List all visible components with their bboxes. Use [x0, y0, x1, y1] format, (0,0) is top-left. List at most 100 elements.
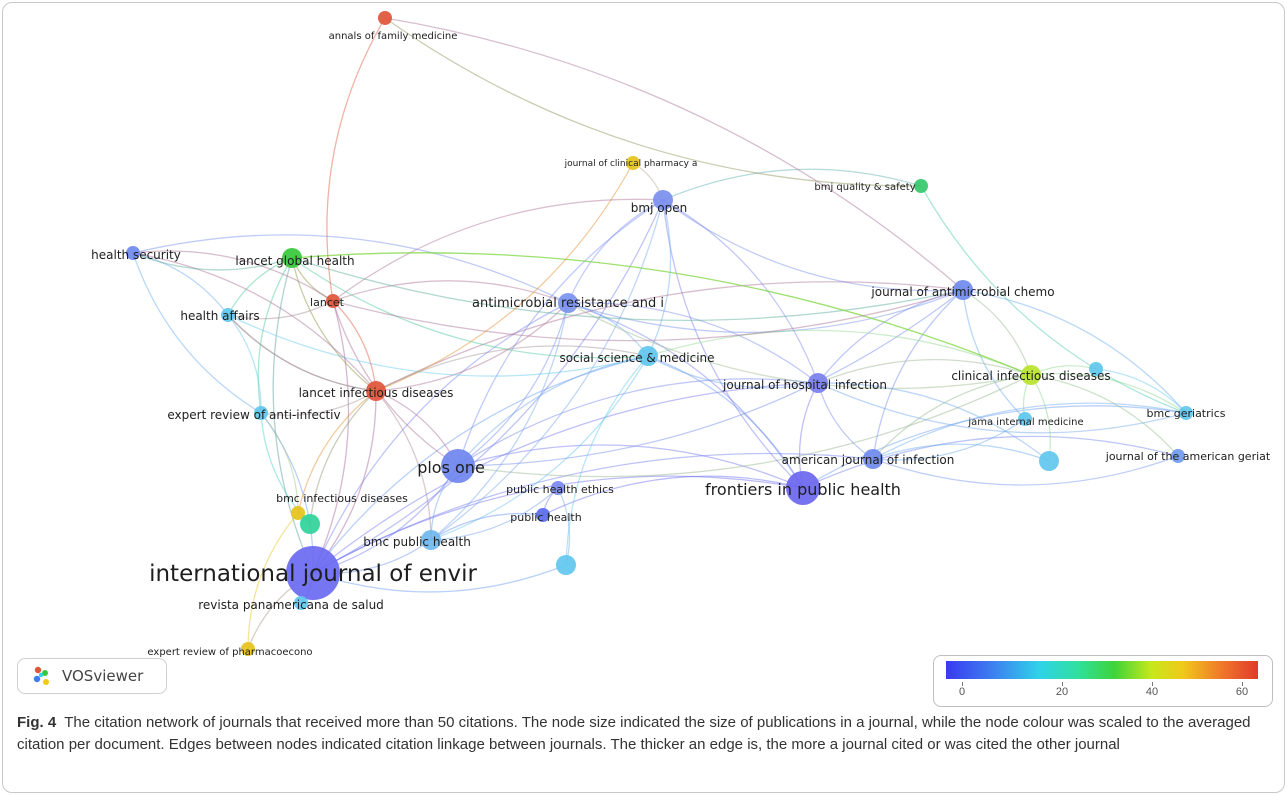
citation-edge — [291, 252, 1032, 376]
journal-node-jhi[interactable] — [808, 373, 828, 393]
journal-node-erp[interactable] — [241, 642, 255, 656]
journal-node-u3[interactable] — [300, 514, 320, 534]
citation-edge — [291, 257, 964, 322]
legend-label-60: 60 — [1235, 686, 1249, 698]
citation-edge — [332, 280, 569, 304]
citation-edge — [430, 355, 649, 541]
journal-label-jim: jama internal medicine — [967, 417, 1083, 428]
citation-edge — [542, 475, 804, 516]
citation-edge — [312, 564, 567, 593]
journal-node-jags[interactable] — [1171, 449, 1185, 463]
journal-node-jcp[interactable] — [626, 156, 640, 170]
journal-node-bmjopen[interactable] — [653, 190, 673, 210]
color-scale-legend: 0 20 40 60 — [933, 655, 1273, 707]
journal-label-ije: international journal of envir — [149, 561, 477, 587]
citation-edge — [291, 257, 649, 359]
citation-edge — [567, 302, 1032, 390]
citation-edge — [567, 302, 804, 489]
vosviewer-logo: VOSviewer — [17, 658, 167, 694]
journal-node-hs[interactable] — [126, 246, 140, 260]
journal-node-u1[interactable] — [556, 555, 576, 575]
journal-node-u4[interactable] — [1089, 362, 1103, 376]
journal-node-ant[interactable] — [558, 293, 578, 313]
legend-tick — [1242, 682, 1243, 686]
citation-edge — [962, 289, 1026, 420]
citation-edge — [567, 199, 664, 304]
journal-label-lancet: lancet — [310, 296, 345, 309]
journal-label-ha: health affairs — [180, 309, 259, 323]
journal-node-ije[interactable] — [286, 546, 340, 600]
journal-node-bmcg[interactable] — [1179, 406, 1193, 420]
citation-edge — [647, 329, 1032, 376]
journal-node-jac[interactable] — [953, 280, 973, 300]
citation-edge — [662, 168, 922, 201]
journal-node-bmcid[interactable] — [291, 506, 305, 520]
journal-label-afm: annals of family medicine — [329, 31, 458, 42]
journal-node-lgh[interactable] — [282, 248, 302, 268]
journal-node-ph[interactable] — [536, 508, 550, 522]
citation-edge — [375, 345, 649, 392]
journal-label-ssm: social science & medicine — [559, 351, 714, 365]
journal-node-rps[interactable] — [294, 596, 308, 610]
citation-edge — [872, 443, 1050, 462]
journal-node-plos[interactable] — [441, 449, 475, 483]
citation-edge — [312, 302, 569, 574]
caption-label: Fig. 4 — [17, 714, 57, 731]
legend-label-0: 0 — [958, 686, 966, 698]
citation-edge — [430, 302, 569, 541]
citation-edge — [257, 257, 293, 414]
journal-node-ssm[interactable] — [638, 346, 658, 366]
journal-node-bmjqs[interactable] — [914, 179, 928, 193]
citation-edge — [247, 512, 299, 650]
citation-edge — [1030, 372, 1187, 414]
citation-edge — [291, 257, 377, 392]
citation-edge — [457, 199, 664, 467]
journal-node-fph[interactable] — [786, 471, 820, 505]
journal-node-lancet[interactable] — [326, 294, 340, 308]
journal-node-cid[interactable] — [1021, 365, 1041, 385]
journal-label-fph: frontiers in public health — [705, 480, 901, 499]
journal-label-lid: lancet infectious diseases — [299, 386, 454, 400]
journal-node-phe[interactable] — [551, 481, 565, 495]
journal-node-ajic[interactable] — [863, 449, 883, 469]
journal-node-ha[interactable] — [221, 308, 235, 322]
citation-edge — [227, 314, 649, 377]
citation-edge — [332, 300, 459, 467]
citation-edge — [272, 257, 314, 574]
journal-label-rps: revista panamericana de salud — [198, 598, 384, 612]
journal-node-erai[interactable] — [254, 406, 268, 420]
journal-node-bmcph[interactable] — [421, 530, 441, 550]
vosviewer-logo-text: VOSviewer — [62, 667, 144, 685]
journal-node-afm[interactable] — [378, 11, 392, 25]
journal-label-ajic: american journal of infection — [782, 453, 955, 467]
citation-edge — [132, 252, 377, 392]
journal-node-u2[interactable] — [1039, 451, 1059, 471]
citation-edge — [872, 455, 1179, 486]
citation-edge — [872, 402, 1187, 460]
journal-label-phe: public health ethics — [506, 483, 614, 496]
journal-label-plos: plos one — [417, 458, 485, 477]
node-layer — [126, 11, 1193, 656]
citation-edge — [227, 314, 377, 392]
citation-edge — [309, 390, 377, 525]
citation-edge — [647, 355, 819, 389]
citation-edge — [662, 199, 964, 292]
citation-edge — [132, 252, 229, 316]
citation-edge — [817, 382, 1187, 434]
journal-node-jim[interactable] — [1018, 412, 1032, 426]
figure-caption: Fig. 4 The citation network of journals … — [17, 712, 1272, 756]
citation-edge — [567, 302, 819, 384]
citation-edge — [457, 374, 1032, 478]
citation-edge — [802, 405, 1187, 489]
journal-label-bmcg: bmc geriatrics — [1147, 407, 1226, 420]
citation-edge — [802, 435, 1179, 489]
citation-edge — [297, 390, 377, 514]
citation-edge — [326, 17, 386, 302]
citation-edge — [457, 289, 964, 467]
citation-edge — [430, 512, 544, 541]
journal-node-lid[interactable] — [366, 381, 386, 401]
citation-edge — [384, 17, 964, 291]
citation-edge — [920, 185, 1187, 414]
citation-edge — [872, 289, 964, 460]
